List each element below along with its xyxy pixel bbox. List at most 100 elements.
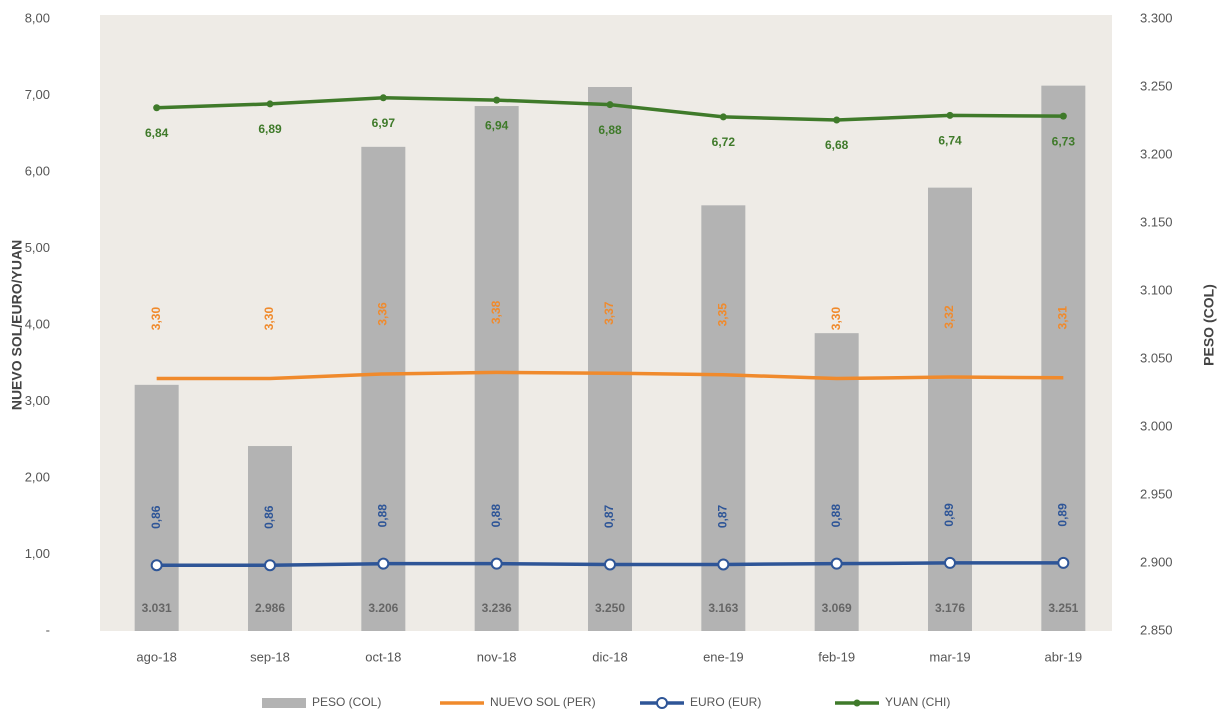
marker (833, 116, 841, 124)
x-tick-label: feb-19 (818, 649, 855, 664)
y2-axis-title: PESO (COL) (1201, 284, 1217, 366)
value-label: 0,89 (942, 503, 956, 527)
x-tick-label: ago-18 (136, 649, 176, 664)
value-label: 6,84 (145, 126, 169, 140)
x-tick-label: nov-18 (477, 649, 517, 664)
marker (493, 96, 501, 104)
legend-swatch (262, 698, 306, 708)
bar-value-label: 2.986 (255, 601, 285, 615)
marker (946, 111, 954, 119)
marker (606, 101, 614, 109)
y2-tick-label: 3.150 (1140, 214, 1173, 229)
bar (248, 446, 292, 631)
marker (153, 104, 161, 112)
line (156, 370, 1064, 381)
value-label: 6,68 (825, 138, 849, 152)
x-tick-label: ene-19 (703, 649, 743, 664)
y-tick-label: - (46, 622, 50, 637)
y-tick-label: 1,00 (25, 546, 50, 561)
value-label: 0,88 (489, 504, 503, 528)
value-label: 0,88 (376, 504, 390, 528)
legend-label: PESO (COL) (312, 695, 381, 709)
marker (266, 100, 274, 108)
y-tick-label: 4,00 (25, 316, 50, 331)
marker (1059, 112, 1067, 120)
y2-tick-label: 3.300 (1140, 10, 1173, 25)
y-tick-label: 8,00 (25, 10, 50, 25)
marker (944, 556, 956, 569)
value-label: 6,88 (598, 123, 622, 137)
value-label: 3,31 (1056, 306, 1070, 330)
bar-value-label: 3.251 (1048, 601, 1078, 615)
value-label: 6,94 (485, 118, 509, 132)
bar-value-label: 3.250 (595, 601, 625, 615)
bar (588, 87, 632, 631)
value-label: 3,38 (489, 300, 503, 324)
marker (379, 94, 387, 102)
value-label: 3,30 (829, 307, 843, 331)
marker (719, 113, 727, 121)
value-label: 0,86 (149, 505, 163, 529)
value-label: 6,97 (372, 116, 396, 130)
bar (134, 384, 179, 631)
value-label: 0,87 (602, 504, 616, 528)
legend-marker (656, 697, 668, 709)
x-tick-label: dic-18 (592, 649, 627, 664)
y-tick-label: 2,00 (25, 469, 50, 484)
value-label: 3,32 (942, 305, 956, 329)
value-label: 3,30 (149, 307, 163, 331)
y2-tick-label: 3.000 (1140, 418, 1173, 433)
bar (1041, 85, 1086, 631)
marker (490, 557, 503, 570)
y2-tick-label: 3.200 (1140, 146, 1173, 161)
marker (150, 559, 163, 572)
value-label: 3,35 (716, 303, 730, 327)
value-label: 6,72 (712, 135, 736, 149)
x-tick-label: mar-19 (929, 649, 970, 664)
x-tick-label: oct-18 (365, 649, 401, 664)
y-axis-title: NUEVO SOL/EURO/YUAN (9, 240, 25, 410)
bar-value-label: 3.069 (822, 601, 852, 615)
y2-tick-label: 3.050 (1140, 350, 1173, 365)
bar (474, 106, 519, 632)
bar (814, 333, 859, 631)
value-label: 0,86 (262, 505, 276, 529)
legend-label: YUAN (CHI) (885, 695, 950, 709)
marker (377, 557, 390, 570)
y-tick-label: 7,00 (25, 87, 50, 102)
y2-tick-label: 2.900 (1140, 554, 1173, 569)
y-tick-label: 5,00 (25, 240, 50, 255)
bar-value-label: 3.206 (368, 601, 398, 615)
value-label: 6,74 (938, 134, 962, 148)
marker (604, 558, 616, 571)
y2-tick-label: 3.250 (1140, 78, 1173, 93)
x-tick-label: abr-19 (1045, 649, 1083, 664)
marker (717, 558, 730, 571)
value-label: 3,36 (376, 302, 390, 326)
value-label: 0,88 (829, 504, 843, 528)
legend-label: NUEVO SOL (PER) (490, 695, 596, 709)
marker (830, 557, 843, 570)
y2-tick-label: 2.950 (1140, 486, 1173, 501)
y-tick-label: 3,00 (25, 393, 50, 408)
bar-value-label: 3.176 (935, 601, 965, 615)
y-tick-label: 6,00 (25, 163, 50, 178)
value-label: 0,87 (716, 504, 730, 528)
legend-marker (853, 699, 861, 707)
value-label: 0,89 (1056, 503, 1070, 527)
y2-tick-label: 2.850 (1140, 622, 1173, 637)
value-label: 3,37 (602, 301, 616, 325)
bar-value-label: 3.236 (482, 601, 512, 615)
marker (1057, 556, 1070, 569)
value-label: 6,89 (258, 122, 282, 136)
value-label: 6,73 (1052, 134, 1076, 148)
x-tick-label: sep-18 (250, 649, 290, 664)
bar (361, 146, 406, 631)
bar-value-label: 3.031 (142, 601, 172, 615)
legend-label: EURO (EUR) (690, 695, 761, 709)
bar-value-label: 3.163 (708, 601, 738, 615)
marker (264, 559, 276, 572)
y2-tick-label: 3.100 (1140, 282, 1173, 297)
value-label: 3,30 (262, 307, 276, 331)
